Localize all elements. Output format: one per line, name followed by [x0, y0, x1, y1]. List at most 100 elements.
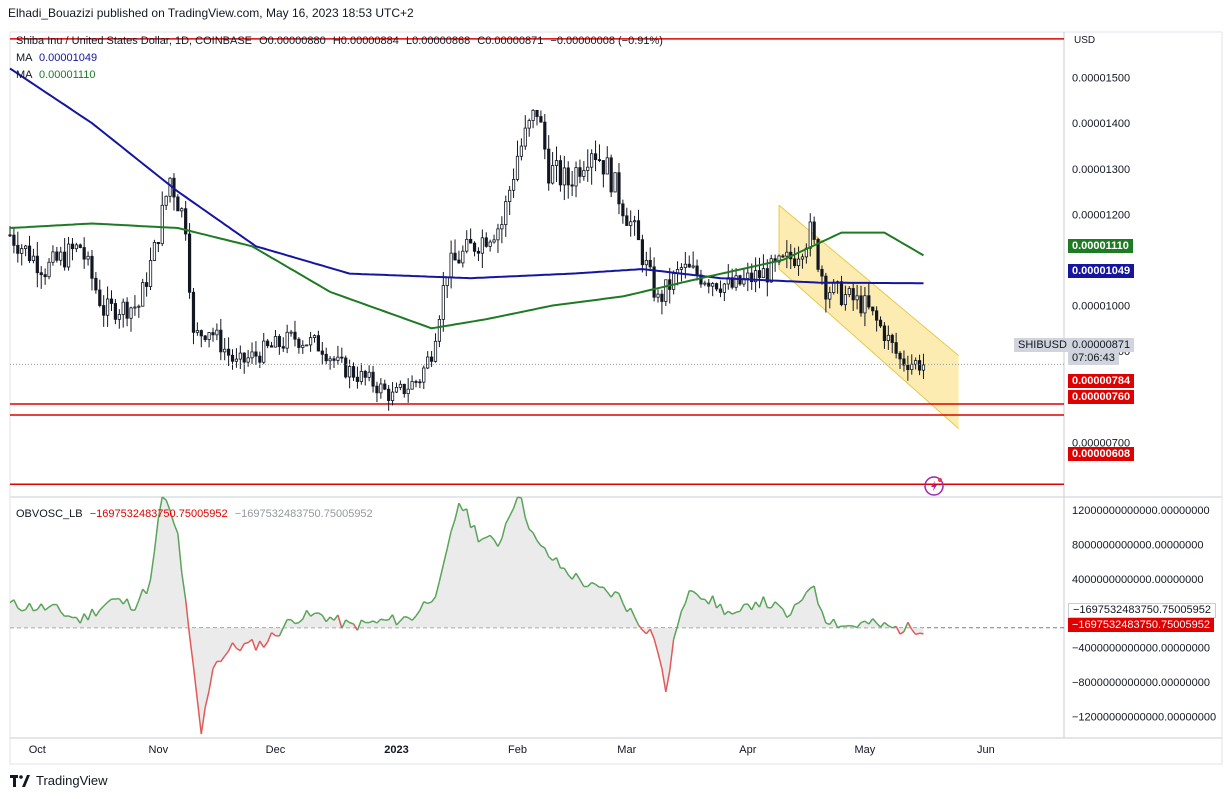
candle-body — [793, 258, 797, 267]
candle-body — [285, 331, 289, 349]
oscillator-segment — [540, 545, 546, 549]
oscillator-segment — [864, 620, 870, 625]
candle-body — [754, 270, 758, 283]
oscillator-segment — [536, 540, 542, 547]
oscillator-segment — [868, 618, 874, 625]
oscillator-segment — [883, 621, 889, 627]
candle-body — [27, 245, 32, 261]
oscillator-segment — [552, 557, 557, 561]
candle-body — [605, 157, 609, 175]
candle-body — [644, 259, 648, 266]
candle-body — [609, 157, 613, 193]
high-value: 0.00000884 — [340, 35, 399, 47]
price-tick-label: 0.00001000 — [1072, 301, 1130, 313]
oscillator-segment — [438, 564, 445, 582]
candle-body — [312, 335, 317, 338]
oscillator-legend[interactable]: OBVOSC_LB −1697532483750.75005952 −16975… — [16, 508, 373, 520]
oscillator-segment — [778, 604, 784, 610]
candle-body — [277, 336, 281, 347]
candle-body — [195, 330, 199, 333]
oscillator-segment — [907, 621, 913, 630]
candle-body — [902, 358, 906, 366]
candle-body — [176, 196, 180, 212]
candle-body — [293, 331, 297, 340]
ma1-line[interactable] — [9, 67, 924, 285]
oscillator-segment — [173, 523, 179, 534]
candle-body — [320, 350, 324, 355]
candle-body — [289, 331, 293, 334]
candle-body — [679, 267, 684, 270]
candle-body — [387, 388, 391, 401]
candle-body — [847, 288, 851, 295]
candle-body — [203, 335, 207, 340]
candle-body — [543, 121, 547, 150]
oscillator-segment — [388, 614, 394, 621]
candle-body — [371, 371, 375, 387]
candle-body — [648, 259, 652, 268]
oscillator-segment — [442, 548, 448, 566]
oscillator-segment — [458, 502, 464, 512]
candle-body — [590, 153, 594, 168]
oscillator-segment — [118, 598, 124, 605]
time-axis: Oct Nov Dec 2023 Feb Mar Apr May Jun — [29, 744, 995, 756]
oscillator-segment — [454, 502, 460, 520]
candle-body — [863, 295, 867, 314]
candle-body — [551, 165, 555, 184]
oscillator-segment — [161, 496, 167, 501]
oscillator-segment — [407, 616, 413, 621]
oscillator-segment — [805, 587, 811, 593]
oscillator-segment — [44, 606, 50, 611]
ma2-legend[interactable]: MA 0.00001110 — [16, 69, 95, 81]
candle-body — [812, 221, 816, 240]
oscillator-tick-label: 8000000000000.00000000 — [1072, 539, 1204, 551]
candle-body — [269, 345, 274, 348]
oscillator-segment — [204, 690, 210, 708]
oscillator-segment — [68, 615, 73, 619]
lightning-icon[interactable] — [924, 476, 944, 496]
oscillator-segment — [333, 614, 339, 621]
candle-body — [105, 298, 110, 316]
candle-body — [418, 381, 422, 384]
oscillator-segment — [653, 638, 659, 654]
oscillator-segment — [227, 642, 234, 652]
oscillator-segment — [356, 619, 363, 631]
oscillator-segment — [637, 624, 643, 631]
oscillator-segment — [360, 619, 366, 624]
oscillator-segment — [165, 499, 171, 511]
candle-body — [683, 263, 687, 268]
symbol-legend[interactable]: Shiba Inu / United States Dollar, 1D, CO… — [16, 35, 663, 47]
oscillator-segment — [278, 627, 284, 637]
channel-lower-line[interactable] — [778, 268, 959, 429]
candle-body — [63, 251, 67, 268]
candle-body — [426, 356, 430, 369]
oscillator-segment — [87, 608, 93, 621]
candle-body — [757, 270, 762, 279]
candle-body — [672, 273, 676, 290]
oscillator-segment — [169, 510, 175, 524]
price-tick-label: 0.00000700 — [1072, 437, 1130, 449]
ma2-line[interactable] — [9, 222, 925, 330]
oscillator-segment — [520, 497, 527, 518]
candle-body — [55, 251, 59, 261]
ma1-price-box: 0.00001049 — [1068, 264, 1135, 278]
candle-body — [234, 358, 239, 362]
oscillator-segment — [220, 655, 226, 662]
candle-body — [199, 330, 203, 337]
candle-body — [480, 237, 484, 254]
oscillator-segment — [876, 622, 882, 628]
oscillator-segment — [790, 604, 796, 615]
oscillator-segment — [825, 622, 831, 626]
oscillator-value-gray: −1697532483750.75005952 — [234, 508, 373, 520]
candle-body — [554, 160, 559, 166]
candle-body — [429, 356, 434, 362]
ma1-legend[interactable]: MA 0.00001049 — [16, 52, 97, 64]
time-tick-label: Mar — [617, 744, 636, 756]
candle-body — [297, 338, 301, 348]
footer-brand[interactable]: TradingView — [10, 773, 108, 788]
channel-fill — [779, 205, 959, 429]
candle-body — [476, 250, 481, 254]
oscillator-segment — [587, 582, 593, 587]
candle-body — [316, 335, 320, 352]
oscillator-segment — [595, 583, 600, 588]
